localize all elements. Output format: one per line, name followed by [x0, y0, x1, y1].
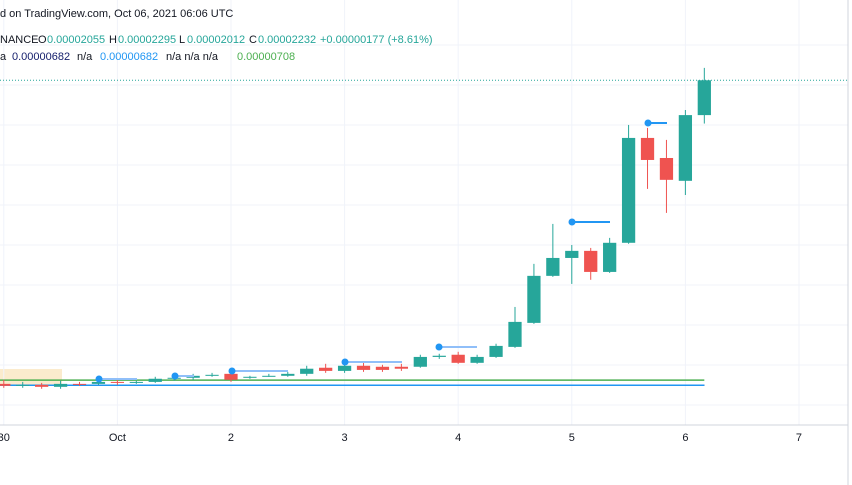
candle-body [356, 365, 371, 370]
change-value: +0.00000177 (+8.61%) [320, 34, 433, 46]
x-tick-label: 30 [0, 432, 10, 444]
candle-body [546, 257, 560, 276]
candle-body [451, 354, 465, 363]
high-value: 0.00002295 [118, 34, 176, 46]
candle-body [35, 384, 49, 387]
event-markers [95, 119, 667, 383]
marker-dot[interactable] [171, 372, 179, 380]
candle-body [300, 368, 314, 374]
x-tick-label: 3 [342, 432, 348, 444]
indicator-name: a [0, 51, 7, 63]
candle-body [281, 373, 295, 376]
x-tick-label: 5 [569, 432, 575, 444]
candle-body [603, 242, 617, 272]
candle-body [110, 381, 125, 383]
marker-dot[interactable] [435, 343, 443, 351]
candle-body [243, 376, 257, 378]
candle-body [394, 366, 409, 369]
open-value: 0.00002055 [47, 34, 105, 46]
candle-body [508, 321, 522, 347]
marker-dot[interactable] [228, 367, 236, 375]
indicator-value: 0.00000708 [237, 51, 295, 63]
close-label: C [249, 34, 257, 46]
candle-body [53, 383, 68, 387]
low-label: L [179, 34, 185, 46]
low-value: 0.00002012 [187, 34, 245, 46]
candle-body [148, 378, 162, 382]
x-tick-label: 4 [455, 432, 461, 444]
candle-body [584, 250, 598, 272]
candle-body [224, 373, 238, 380]
candle-body [432, 355, 446, 357]
marker-dot[interactable] [341, 358, 349, 366]
candle-body [621, 137, 636, 243]
x-tick-label: 7 [796, 432, 802, 444]
symbol: NANCE [0, 34, 39, 46]
close-value: 0.00002232 [258, 34, 316, 46]
candle-body [659, 157, 674, 180]
open-label: O [38, 34, 47, 46]
candle-body [72, 383, 87, 385]
indicator-value: 0.00000682 [100, 51, 158, 63]
published-text: d on TradingView.com, Oct 06, 2021 06:06… [0, 8, 233, 20]
candle-body [91, 381, 106, 384]
candle-body [375, 366, 390, 370]
candle-body [697, 80, 711, 116]
indicator-na: n/a n/a n/a [166, 51, 219, 63]
candle-body [678, 115, 693, 181]
marker-dot[interactable] [95, 375, 103, 383]
candle-body [413, 356, 427, 367]
candle-body [16, 384, 30, 386]
candle-body [470, 356, 484, 363]
indicator-na: n/a [77, 51, 93, 63]
candle-body [129, 381, 143, 383]
candle-body [262, 375, 276, 377]
candle-body [0, 383, 11, 386]
x-tick-label: 6 [682, 432, 688, 444]
x-tick-label: Oct [109, 432, 126, 444]
candle-body [337, 365, 352, 371]
candle-body [319, 367, 333, 371]
x-axis: 30 Oct 2 3 4 5 6 7 [0, 432, 802, 444]
high-label: H [109, 34, 117, 46]
highlight-box [0, 369, 62, 385]
candle-body [565, 250, 579, 258]
plot-area [0, 0, 848, 425]
x-tick-label: 2 [228, 432, 234, 444]
candle-body [205, 374, 219, 376]
candle-body [640, 137, 655, 160]
indicator-value: 0.00000682 [12, 51, 70, 63]
candle-body [527, 275, 541, 323]
marker-dot[interactable] [644, 119, 652, 127]
marker-dot[interactable] [568, 218, 576, 226]
candle-body [489, 345, 503, 357]
